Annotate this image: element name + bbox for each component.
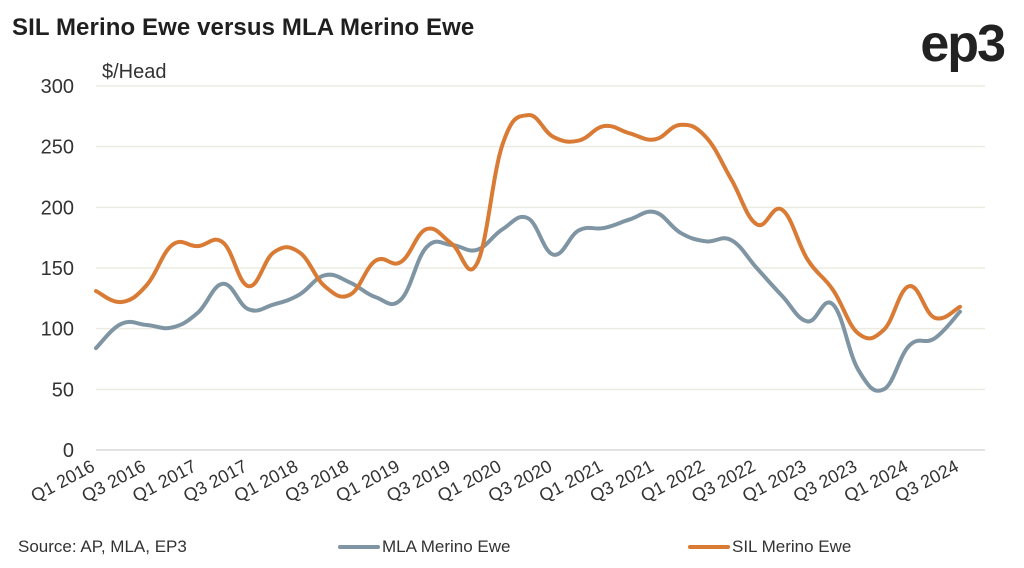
y-tick-label: 250 bbox=[41, 137, 74, 159]
gridlines bbox=[96, 85, 985, 451]
y-tick-label: 200 bbox=[41, 197, 74, 219]
series-line-sil-merino-ewe bbox=[94, 113, 962, 341]
series-lines bbox=[94, 113, 962, 393]
legend-item-sil: SIL Merino Ewe bbox=[688, 537, 851, 557]
y-axis-label: $/Head bbox=[102, 61, 167, 83]
legend-swatch-sil bbox=[688, 545, 730, 549]
y-tick-label: 50 bbox=[52, 379, 74, 401]
legend-swatch-mla bbox=[338, 545, 380, 549]
y-tick-label: 300 bbox=[41, 76, 74, 98]
y-tick-label: 0 bbox=[63, 440, 74, 462]
y-tick-label: 100 bbox=[41, 319, 74, 341]
y-axis-ticks: 0 50 100 150 200 250 300 bbox=[41, 76, 74, 462]
series-line-mla-merino-ewe bbox=[94, 209, 962, 393]
chart-title: SIL Merino Ewe versus MLA Merino Ewe bbox=[12, 14, 475, 41]
y-tick-label: 150 bbox=[41, 258, 74, 280]
legend-item-mla: MLA Merino Ewe bbox=[338, 537, 511, 557]
legend-label-sil: SIL Merino Ewe bbox=[732, 537, 852, 556]
legend-label-mla: MLA Merino Ewe bbox=[382, 537, 511, 556]
source-note: Source: AP, MLA, EP3 bbox=[18, 537, 187, 556]
ep3-logo: ep3 bbox=[920, 15, 1006, 73]
